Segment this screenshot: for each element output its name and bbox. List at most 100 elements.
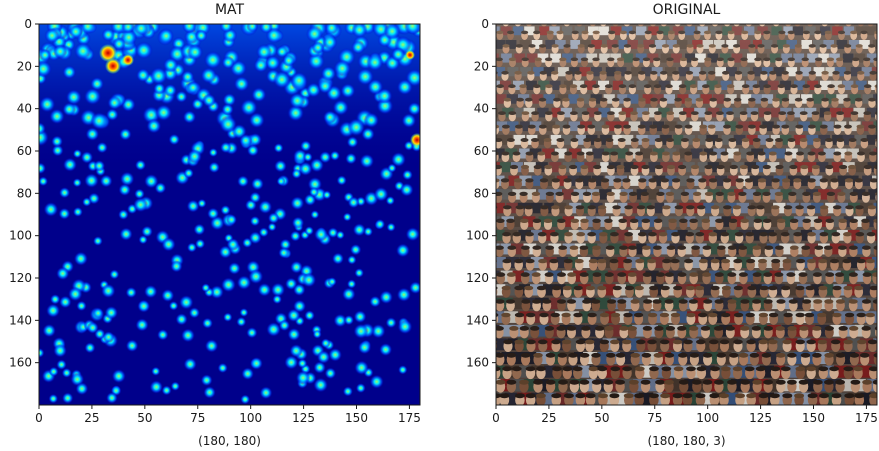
density-blob xyxy=(354,268,365,278)
mat-x-tick-label: 50 xyxy=(137,411,152,425)
crowd-clothing xyxy=(627,420,642,433)
density-blob xyxy=(309,187,319,198)
original-x-tick-label: 25 xyxy=(541,411,556,425)
density-blob xyxy=(56,359,67,370)
density-blob xyxy=(287,104,305,122)
density-blob xyxy=(219,24,233,33)
density-blob xyxy=(300,140,312,152)
crowd-hair xyxy=(807,17,814,21)
density-blob xyxy=(324,367,337,380)
density-blob xyxy=(133,24,149,36)
density-blob xyxy=(61,367,72,378)
density-blob xyxy=(135,318,149,332)
density-blob xyxy=(163,83,177,97)
density-blob xyxy=(200,67,217,84)
crowd-clothing xyxy=(665,420,680,433)
density-blob xyxy=(63,157,77,172)
density-blob xyxy=(182,110,197,124)
crowd-face xyxy=(570,407,580,420)
density-blob xyxy=(221,277,236,293)
mat-panel: MAT 0 25 50 75 100 125 150 175 0 20 40 60 80 100 120 1… xyxy=(9,2,421,448)
density-blob xyxy=(391,152,406,167)
density-blob xyxy=(272,294,283,305)
density-blob xyxy=(197,198,207,208)
density-blob xyxy=(76,300,87,312)
density-blob xyxy=(379,343,393,357)
density-blob xyxy=(291,216,305,229)
crowd-face xyxy=(518,407,528,420)
density-blob xyxy=(332,252,344,265)
density-blob xyxy=(153,82,166,95)
density-blob xyxy=(220,141,232,154)
crowd-hair xyxy=(733,17,740,21)
density-blob xyxy=(267,222,277,232)
original-x-axis: 0 25 50 75 100 125 150 175 xyxy=(492,405,878,425)
crowd-hair xyxy=(551,17,558,21)
crowd-hair xyxy=(488,98,496,102)
crowd-hair xyxy=(834,17,841,21)
density-blob xyxy=(161,385,172,396)
density-blob xyxy=(376,88,393,104)
mat-y-tick-label: 120 xyxy=(9,271,32,285)
crowd-clothing xyxy=(574,406,589,419)
density-blob xyxy=(72,178,82,188)
density-blob xyxy=(157,329,169,341)
density-blob xyxy=(239,308,249,317)
density-blob xyxy=(158,28,175,44)
density-blob xyxy=(363,226,374,237)
crowd-face xyxy=(488,98,495,108)
crowd-face xyxy=(507,407,517,420)
density-blob xyxy=(188,307,200,319)
density-blob xyxy=(168,133,180,146)
density-blob xyxy=(84,173,99,188)
density-blob xyxy=(396,243,410,258)
crowd-face xyxy=(776,407,786,420)
density-blob xyxy=(59,187,71,199)
density-blob xyxy=(347,255,357,265)
crowd-clothing xyxy=(622,406,637,419)
density-blob xyxy=(320,338,331,349)
density-blob xyxy=(323,110,337,125)
crowd-hair xyxy=(526,17,533,21)
density-blob xyxy=(347,196,360,209)
density-blob xyxy=(68,24,84,39)
density-blob xyxy=(193,223,206,236)
density-blob xyxy=(289,92,306,109)
density-blob xyxy=(149,380,163,394)
mat-y-tick-label: 0 xyxy=(24,17,32,31)
density-blob xyxy=(49,108,65,125)
density-blob xyxy=(120,171,135,187)
density-blob xyxy=(400,183,414,197)
crowd-clothing xyxy=(615,420,630,433)
density-blob xyxy=(369,295,381,308)
density-blob xyxy=(186,81,200,95)
density-blob xyxy=(170,260,183,273)
crowd-face xyxy=(824,407,834,420)
mat-x-tick-label: 175 xyxy=(398,411,421,425)
density-blob xyxy=(72,206,83,217)
mat-x-tick-label: 150 xyxy=(345,411,368,425)
density-blob xyxy=(121,24,135,34)
crowd-hair xyxy=(491,17,498,21)
density-blob xyxy=(48,393,59,404)
original-title: ORIGINAL xyxy=(653,2,721,18)
original-axes-frame xyxy=(495,23,878,406)
density-blob xyxy=(161,237,176,252)
density-blob xyxy=(210,285,224,299)
density-blob xyxy=(257,283,272,297)
mat-y-tick-label: 40 xyxy=(17,102,32,116)
density-blob xyxy=(43,202,59,217)
mat-y-tick-label: 20 xyxy=(17,59,32,73)
density-blob xyxy=(276,176,286,186)
density-blob xyxy=(175,313,188,326)
mat-y-tick-label: 100 xyxy=(9,229,32,243)
density-blob xyxy=(333,59,352,78)
crowd-clothing xyxy=(516,420,531,433)
density-blob xyxy=(233,76,250,92)
density-blob xyxy=(85,127,100,141)
density-blob xyxy=(226,214,237,226)
crowd-hair xyxy=(617,407,627,412)
mat-hotspots xyxy=(99,44,420,147)
density-blob xyxy=(146,118,162,134)
